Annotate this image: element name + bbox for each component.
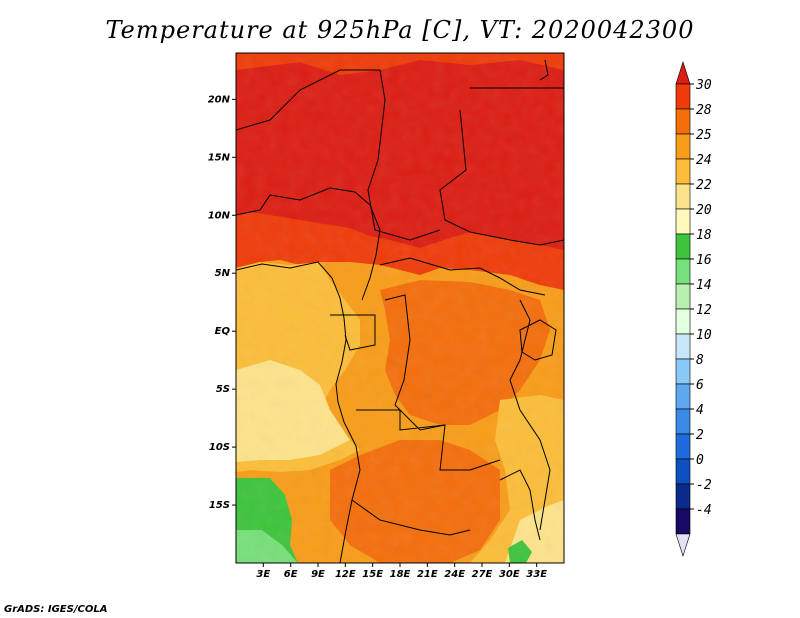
lon-tick-label: 9E — [311, 569, 325, 580]
coastline-west — [236, 261, 361, 563]
lon-tick-label: 27E — [472, 569, 493, 580]
border-east — [509, 299, 551, 531]
colorbar-label: 10 — [696, 328, 712, 343]
colorbar-label: 0 — [696, 453, 704, 468]
colorbar-min-triangle — [675, 533, 691, 557]
colorbar-label: 30 — [695, 78, 712, 93]
colorbar-label: 22 — [696, 178, 712, 193]
colorbar-swatch — [675, 508, 691, 535]
colorbar-label: 20 — [696, 203, 712, 218]
colorbar-swatch — [675, 283, 691, 310]
colorbar-label: 18 — [696, 228, 712, 243]
lake-victoria — [519, 319, 557, 361]
lat-tick-label: 15S — [209, 500, 230, 511]
grads-credit: GrADS: IGES/COLA — [4, 604, 108, 615]
longitude-axis: 3E 6E 9E 12E 15E 18E 21E 24E 27E 30E 33E — [256, 563, 547, 580]
colorbar-swatch — [675, 408, 691, 435]
colorbar-label: 12 — [696, 303, 712, 318]
colorbar-label: 28 — [696, 103, 712, 118]
colorbar-swatch — [675, 308, 691, 335]
border-zambia — [499, 469, 541, 541]
colorbar-swatch — [675, 258, 691, 285]
colorbar-swatch — [675, 108, 691, 135]
colorbar-swatch — [675, 458, 691, 485]
lat-tick-label: EQ — [215, 326, 231, 337]
lon-tick-label: 18E — [390, 569, 411, 580]
border-sudan — [439, 87, 564, 246]
colorbar-max-triangle — [675, 61, 691, 85]
colorbar-label: 2 — [696, 428, 704, 443]
border-nigeria — [236, 187, 381, 301]
colorbar-swatch — [675, 183, 691, 210]
colorbar-swatch — [675, 83, 691, 110]
lon-tick-label: 30E — [499, 569, 520, 580]
lon-tick-label: 12E — [335, 569, 356, 580]
lat-tick-label: 20N — [208, 94, 231, 105]
lat-tick-label: 5N — [215, 268, 231, 279]
colorbar-label: 8 — [696, 353, 704, 368]
colorbar-label: 14 — [696, 278, 712, 293]
colorbar-label: 24 — [696, 153, 712, 168]
border-angola — [351, 409, 471, 536]
temperature-field — [236, 53, 564, 563]
colorbar-label: -2 — [696, 478, 712, 493]
nile-tip — [539, 59, 549, 81]
colorbar-swatch — [675, 358, 691, 385]
colorbar-label: 25 — [696, 128, 712, 143]
border-gabon — [330, 314, 376, 351]
chart-title: Temperature at 925hPa [C], VT: 202004230… — [105, 16, 695, 44]
lon-tick-label: 15E — [362, 569, 383, 580]
lon-tick-label: 24E — [444, 569, 465, 580]
colorbar-swatch — [675, 333, 691, 360]
colorbar-swatch — [675, 483, 691, 510]
border-niger — [236, 69, 380, 131]
colorbar-label: -4 — [696, 503, 712, 518]
colorbar-label: 4 — [696, 403, 704, 418]
colorbar-label: 16 — [696, 253, 712, 268]
colorbar-swatch — [675, 233, 691, 260]
border-chad — [367, 69, 441, 241]
colorbar-swatch — [675, 158, 691, 185]
lat-tick-label: 5S — [216, 384, 230, 395]
coastlines-borders — [236, 59, 564, 563]
lat-tick-label: 10S — [209, 442, 230, 453]
lon-tick-label: 3E — [256, 569, 270, 580]
latitude-axis: 20N 15N 10N 5N EQ 5S 10S 15S — [208, 94, 236, 511]
border-car — [379, 257, 546, 296]
lat-tick-label: 10N — [208, 210, 231, 221]
border-congo-drc — [384, 294, 501, 471]
colorbar-swatch — [675, 433, 691, 460]
lon-tick-label: 6E — [284, 569, 298, 580]
colorbar-label: 6 — [696, 378, 704, 393]
colorbar-swatch — [675, 133, 691, 160]
colorbar-swatch — [675, 208, 691, 235]
lat-tick-label: 15N — [208, 152, 231, 163]
colorbar-swatch — [675, 383, 691, 410]
lon-tick-label: 33E — [526, 569, 547, 580]
lon-tick-label: 21E — [417, 569, 438, 580]
field-texture — [236, 53, 564, 563]
